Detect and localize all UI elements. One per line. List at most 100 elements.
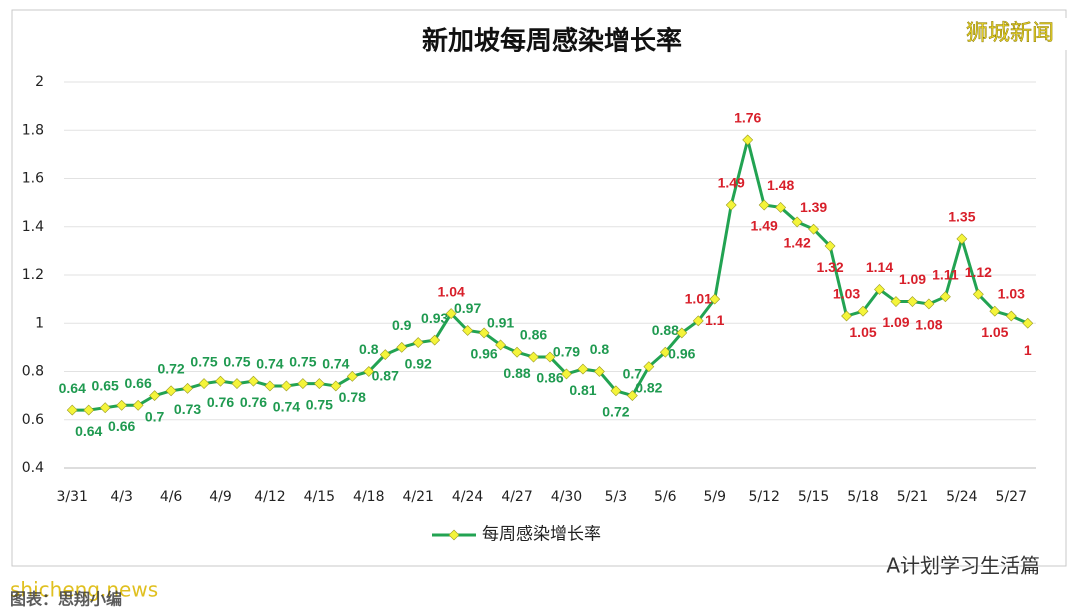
point-marker xyxy=(1022,317,1034,329)
value-label: 0.88 xyxy=(503,365,530,381)
x-tick-label: 4/24 xyxy=(452,489,484,505)
y-tick-label: 1.6 xyxy=(22,171,44,187)
point-marker xyxy=(248,375,259,387)
point-marker xyxy=(495,339,507,351)
value-label: 0.8 xyxy=(359,341,379,357)
value-label: 0.72 xyxy=(157,361,184,377)
x-tick-label: 4/15 xyxy=(304,489,335,505)
value-label: 1.05 xyxy=(981,324,1008,340)
point-marker xyxy=(182,382,193,394)
point-marker xyxy=(577,363,589,375)
value-label: 0.81 xyxy=(569,382,596,398)
point-marker xyxy=(429,334,441,346)
chart-frame xyxy=(11,9,1067,567)
value-label: 0.75 xyxy=(223,353,250,369)
point-marker xyxy=(462,325,474,336)
x-tick-label: 5/9 xyxy=(703,489,726,505)
value-label: 0.88 xyxy=(652,322,679,338)
value-label: 0.79 xyxy=(553,344,580,360)
value-label: 1 xyxy=(1024,342,1032,358)
point-marker xyxy=(346,370,358,382)
point-marker xyxy=(412,337,424,348)
point-marker xyxy=(66,404,78,416)
value-label: 0.82 xyxy=(635,379,662,395)
point-marker xyxy=(758,199,770,211)
x-tick-label: 5/24 xyxy=(946,489,978,505)
point-marker xyxy=(643,361,655,373)
value-label: 0.73 xyxy=(174,401,201,417)
x-tick-label: 5/12 xyxy=(748,489,779,505)
value-label: 0.66 xyxy=(108,418,135,434)
point-marker xyxy=(610,385,622,397)
x-tick-label: 4/27 xyxy=(501,489,532,505)
point-marker xyxy=(280,380,292,392)
point-marker xyxy=(313,378,325,389)
x-tick-label: 4/6 xyxy=(160,489,183,505)
chart-title: 新加坡每周感染增长率 xyxy=(422,26,682,57)
point-marker xyxy=(511,346,523,358)
point-marker xyxy=(939,291,951,303)
value-label: 0.74 xyxy=(256,356,283,372)
value-label: 1.08 xyxy=(915,317,942,333)
source: A计划学习生活篇 xyxy=(886,554,1040,578)
value-label: 1.1 xyxy=(705,312,725,328)
point-marker xyxy=(379,349,391,361)
point-marker xyxy=(742,134,754,146)
x-tick-label: 5/27 xyxy=(996,489,1027,505)
point-marker xyxy=(659,346,671,358)
point-marker xyxy=(528,351,539,363)
point-marker xyxy=(396,341,408,353)
point-marker xyxy=(445,308,457,320)
value-label: 0.86 xyxy=(520,327,547,343)
point-marker xyxy=(676,327,688,339)
x-tick-label: 4/18 xyxy=(353,489,384,505)
y-tick-label: 0.6 xyxy=(22,412,44,428)
value-label: 1.11 xyxy=(932,266,959,282)
point-marker xyxy=(907,296,918,307)
point-marker xyxy=(841,310,852,322)
point-marker xyxy=(83,404,95,416)
value-label: 1.49 xyxy=(718,175,745,191)
value-label: 0.75 xyxy=(190,353,217,369)
value-label: 0.75 xyxy=(289,353,316,369)
point-marker xyxy=(989,305,1001,317)
x-tick-label: 5/6 xyxy=(654,489,677,505)
point-marker xyxy=(626,390,638,402)
point-marker xyxy=(165,385,177,397)
x-tick-label: 4/30 xyxy=(551,489,582,505)
point-marker xyxy=(972,288,984,300)
x-tick-label: 3/31 xyxy=(57,489,88,505)
y-tick-label: 1.2 xyxy=(22,267,44,283)
y-tick-label: 2 xyxy=(35,74,44,90)
value-label: 1.48 xyxy=(767,177,794,193)
value-label: 0.78 xyxy=(339,389,366,405)
x-tick-label: 5/21 xyxy=(897,489,928,505)
point-marker xyxy=(544,351,556,363)
point-marker xyxy=(132,399,144,411)
value-label: 0.76 xyxy=(240,394,267,410)
value-label: 0.7 xyxy=(145,408,165,424)
point-marker xyxy=(857,305,869,317)
legend-label: 每周感染增长率 xyxy=(482,525,601,545)
x-tick-label: 5/15 xyxy=(798,489,829,505)
value-label: 0.76 xyxy=(207,394,234,410)
value-label: 0.93 xyxy=(421,310,448,326)
point-marker xyxy=(478,327,490,339)
value-label: 1.03 xyxy=(833,286,860,302)
y-tick-label: 1.8 xyxy=(22,122,44,138)
value-label: 0.7 xyxy=(623,365,643,381)
point-marker xyxy=(808,223,820,235)
value-label: 0.66 xyxy=(125,375,152,391)
value-label: 1.49 xyxy=(751,218,778,234)
point-marker xyxy=(215,375,226,387)
x-tick-label: 4/3 xyxy=(110,489,133,505)
value-label: 1.04 xyxy=(438,283,465,299)
point-marker xyxy=(709,293,721,305)
value-label: 0.91 xyxy=(487,315,514,331)
value-label: 1.03 xyxy=(998,286,1025,302)
point-marker xyxy=(297,378,309,389)
point-marker xyxy=(890,296,902,307)
value-label: 1.32 xyxy=(816,259,843,275)
value-label: 0.86 xyxy=(536,370,563,386)
value-label: 0.8 xyxy=(590,341,610,357)
